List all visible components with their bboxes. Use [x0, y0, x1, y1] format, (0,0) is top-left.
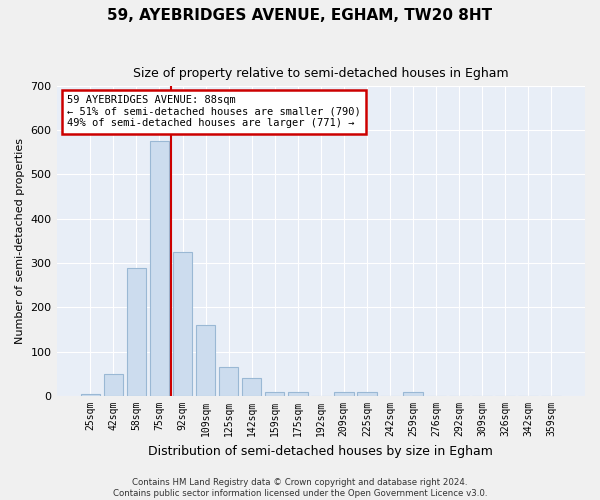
Bar	[127, 268, 146, 396]
Bar	[173, 252, 193, 396]
Text: 59 AYEBRIDGES AVENUE: 88sqm
← 51% of semi-detached houses are smaller (790)
49% : 59 AYEBRIDGES AVENUE: 88sqm ← 51% of sem…	[67, 95, 361, 128]
Text: 59, AYEBRIDGES AVENUE, EGHAM, TW20 8HT: 59, AYEBRIDGES AVENUE, EGHAM, TW20 8HT	[107, 8, 493, 22]
Bar	[265, 392, 284, 396]
Bar	[80, 394, 100, 396]
Bar	[104, 374, 123, 396]
Y-axis label: Number of semi-detached properties: Number of semi-detached properties	[15, 138, 25, 344]
Text: Contains HM Land Registry data © Crown copyright and database right 2024.
Contai: Contains HM Land Registry data © Crown c…	[113, 478, 487, 498]
Bar	[288, 392, 308, 396]
Bar	[242, 378, 262, 396]
Bar	[219, 367, 238, 396]
Bar	[149, 141, 169, 396]
Bar	[403, 392, 423, 396]
Bar	[334, 392, 353, 396]
Bar	[357, 392, 377, 396]
Bar	[196, 325, 215, 396]
Title: Size of property relative to semi-detached houses in Egham: Size of property relative to semi-detach…	[133, 68, 509, 80]
X-axis label: Distribution of semi-detached houses by size in Egham: Distribution of semi-detached houses by …	[148, 444, 493, 458]
